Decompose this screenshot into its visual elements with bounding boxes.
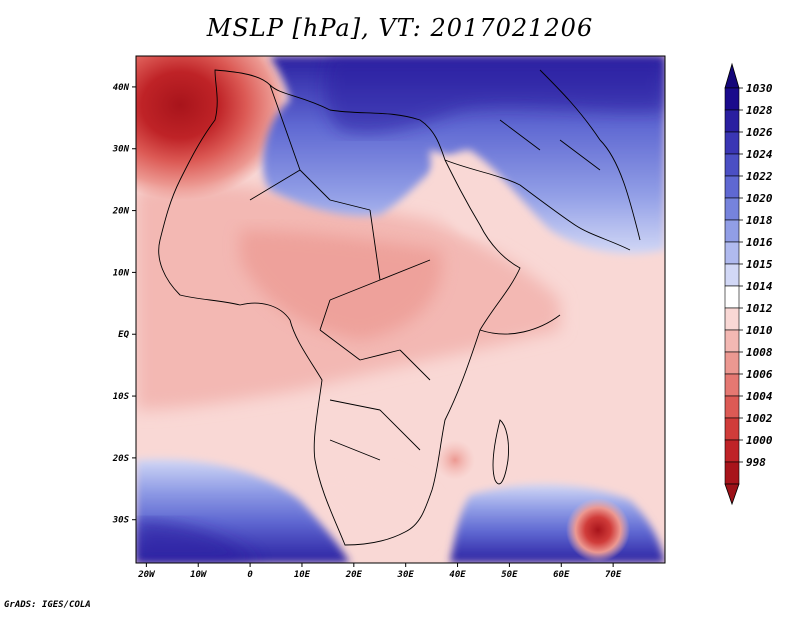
colorbar-swatch xyxy=(724,285,740,309)
map-title: MSLP [hPa], VT: 2017021206 xyxy=(206,14,594,42)
pressure-field xyxy=(136,56,665,563)
lon-tick-label: 50E xyxy=(501,570,518,580)
colorbar-label: 1010 xyxy=(746,324,773,337)
lon-tick-label: 0 xyxy=(247,570,253,580)
colorbar-label: 1028 xyxy=(746,104,773,117)
lon-tick-label: 20E xyxy=(345,570,363,580)
lat-tick-label: 10S xyxy=(113,392,130,402)
longitude-axis: 20W 10W 0 10E 20E 30E 40E 50E 60E 70E xyxy=(137,563,622,580)
colorbar-swatch xyxy=(724,307,740,331)
lon-tick-label: 20W xyxy=(137,570,156,580)
colorbar-bottom-arrow xyxy=(724,483,740,506)
lat-tick-label: 30S xyxy=(112,516,130,526)
colorbar-label: 1002 xyxy=(746,412,773,425)
colorbar-swatch xyxy=(724,109,740,133)
grads-credit: GrADS: IGES/COLA xyxy=(4,600,91,610)
lon-tick-label: 10W xyxy=(190,570,208,580)
lat-tick-label: 20S xyxy=(112,454,130,464)
colorbar-label: 1000 xyxy=(746,434,773,447)
colorbar-swatch xyxy=(724,197,740,221)
colorbar: 1030 1028 1026 1024 1022 1020 1018 1016 1015 1014… xyxy=(724,62,773,506)
colorbar-label: 1030 xyxy=(746,82,773,95)
colorbar-label: 1008 xyxy=(746,346,773,359)
colorbar-top-arrow xyxy=(724,62,740,89)
colorbar-swatch xyxy=(724,219,740,243)
colorbar-swatch xyxy=(724,329,740,353)
colorbar-swatch xyxy=(724,263,740,287)
colorbar-swatch xyxy=(724,439,740,463)
colorbar-label: 1024 xyxy=(746,148,773,161)
lat-tick-label: 40N xyxy=(113,83,130,93)
lon-tick-label: 10E xyxy=(294,570,311,580)
colorbar-label: 1026 xyxy=(746,126,773,139)
colorbar-swatch xyxy=(724,153,740,177)
lat-tick-label: 10N xyxy=(113,268,130,278)
coastlines xyxy=(158,69,641,546)
colorbar-label: 1014 xyxy=(746,280,773,293)
colorbar-label: 1018 xyxy=(746,214,773,227)
colorbar-swatch xyxy=(724,351,740,375)
colorbar-label: 998 xyxy=(746,456,766,469)
colorbar-swatch xyxy=(724,395,740,419)
latitude-axis: 40N 30N 20N 10N EQ 10S 20S 30S xyxy=(112,83,136,526)
lat-tick-label: 20N xyxy=(112,207,130,217)
colorbar-swatch xyxy=(724,175,740,199)
lon-tick-label: 40E xyxy=(449,570,466,580)
lon-tick-label: 30E xyxy=(397,570,415,580)
colorbar-label: 1016 xyxy=(746,236,773,249)
colorbar-label: 1015 xyxy=(746,258,773,271)
lon-tick-label: 70E xyxy=(605,570,622,580)
colorbar-label: 1004 xyxy=(746,390,773,403)
lat-tick-label: EQ xyxy=(118,330,129,340)
lon-tick-label: 60E xyxy=(553,570,570,580)
lat-tick-label: 30N xyxy=(112,145,130,155)
colorbar-swatch xyxy=(724,87,740,111)
colorbar-swatch xyxy=(724,373,740,397)
colorbar-label: 1022 xyxy=(746,170,773,183)
map-frame xyxy=(135,55,666,564)
colorbar-swatch xyxy=(724,417,740,441)
colorbar-swatch xyxy=(724,131,740,155)
colorbar-label: 1020 xyxy=(746,192,773,205)
colorbar-label: 1006 xyxy=(746,368,773,381)
colorbar-swatch xyxy=(724,241,740,265)
colorbar-label: 1012 xyxy=(746,302,773,315)
colorbar-swatch xyxy=(724,461,740,485)
